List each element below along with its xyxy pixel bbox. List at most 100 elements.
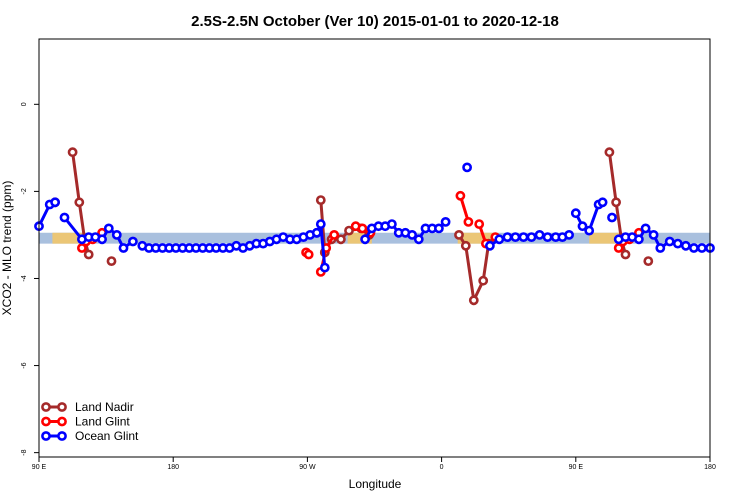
data-point [460, 240, 471, 251]
data-point [77, 243, 87, 253]
data-point [648, 229, 659, 240]
data-point [607, 212, 617, 223]
data-point [534, 229, 545, 240]
data-point [433, 223, 444, 234]
data-point [319, 262, 330, 273]
data-point [111, 229, 122, 240]
series-layer [34, 147, 715, 306]
x-tick-label: 180 [167, 464, 179, 471]
data-point [584, 225, 595, 236]
legend-item: Land Glint [41, 415, 130, 429]
data-point [468, 295, 479, 306]
legend-item: Ocean Glint [41, 429, 139, 443]
legend-marker [41, 431, 51, 441]
data-point [643, 256, 654, 266]
data-point [463, 216, 474, 227]
land-region-band [347, 232, 372, 244]
chart-title: 2.5S-2.5N October (Ver 10) 2015-01-01 to… [191, 13, 559, 30]
data-point [315, 195, 326, 205]
legend-label: Land Glint [75, 415, 130, 429]
data-point [680, 240, 691, 251]
data-point [597, 197, 608, 208]
y-tick-label: -2 [21, 188, 28, 194]
plot-area [34, 38, 715, 458]
data-point [510, 232, 521, 242]
plot-frame [38, 38, 711, 458]
data-point [474, 219, 485, 229]
data-point [518, 232, 529, 242]
data-point [118, 243, 129, 253]
land-band-layer [52, 232, 623, 244]
data-point [604, 147, 615, 158]
data-point [303, 249, 314, 260]
data-point [640, 223, 651, 234]
legend-marker [41, 402, 51, 412]
data-point [360, 234, 370, 245]
data-point [455, 190, 466, 201]
data-point [478, 275, 489, 286]
data-point [74, 197, 85, 208]
data-point [494, 234, 505, 245]
reference-band [39, 232, 710, 244]
data-point [564, 229, 574, 240]
background-band-layer [39, 232, 710, 244]
data-point [413, 234, 424, 245]
data-point [311, 227, 322, 238]
x-tick-label: 90 W [299, 464, 316, 471]
x-tick-label: 0 [440, 464, 444, 471]
data-point [67, 147, 78, 158]
x-axis: 90 E 180 90 W 0 90 E 180 [32, 457, 716, 471]
data-point [50, 197, 60, 208]
data-point [577, 221, 588, 232]
data-point [542, 232, 553, 242]
data-point [97, 234, 107, 245]
land-region-band [457, 232, 496, 244]
legend-item: Land Nadir [41, 400, 134, 414]
series-ocean-glint [34, 162, 715, 273]
data-point [329, 229, 340, 240]
data-point [357, 223, 368, 234]
x-tick-label: 90 E [32, 464, 47, 471]
data-point [672, 238, 683, 249]
y-tick-label: -6 [21, 362, 28, 368]
data-point [502, 232, 513, 242]
legend-marker [57, 431, 67, 441]
legend-label: Ocean Glint [75, 429, 139, 443]
data-point [454, 229, 464, 240]
data-point [59, 212, 70, 223]
data-point [335, 234, 346, 245]
x-axis-label: Longitude [349, 477, 402, 491]
data-point [103, 223, 114, 234]
legend-marker [57, 416, 67, 427]
data-point [689, 243, 699, 253]
data-point [106, 256, 117, 266]
data-point [613, 243, 624, 253]
y-axis-label: XCO2 - MLO trend (ppm) [0, 181, 14, 316]
data-point [484, 240, 495, 251]
data-point [386, 219, 397, 229]
x-tick-label: 90 E [569, 464, 584, 471]
data-point [83, 249, 94, 260]
data-point [570, 208, 581, 219]
legend-marker [57, 402, 67, 412]
data-point [127, 236, 138, 247]
land-region-band [589, 232, 623, 244]
y-axis: 0 -2 -4 -6 -8 [21, 102, 39, 456]
land-region-band [52, 232, 86, 244]
data-point [315, 219, 326, 229]
data-point [611, 197, 621, 208]
data-point [664, 236, 675, 247]
y-tick-label: -8 [21, 449, 28, 455]
data-point [634, 234, 644, 245]
y-tick-label: -4 [21, 275, 28, 281]
data-point [344, 225, 354, 236]
data-point [462, 162, 472, 173]
data-point [407, 229, 417, 240]
y-tick-label: 0 [21, 102, 28, 106]
data-point [620, 249, 631, 260]
x-tick-label: 180 [704, 464, 716, 471]
data-point [697, 243, 707, 253]
data-point [655, 243, 666, 253]
